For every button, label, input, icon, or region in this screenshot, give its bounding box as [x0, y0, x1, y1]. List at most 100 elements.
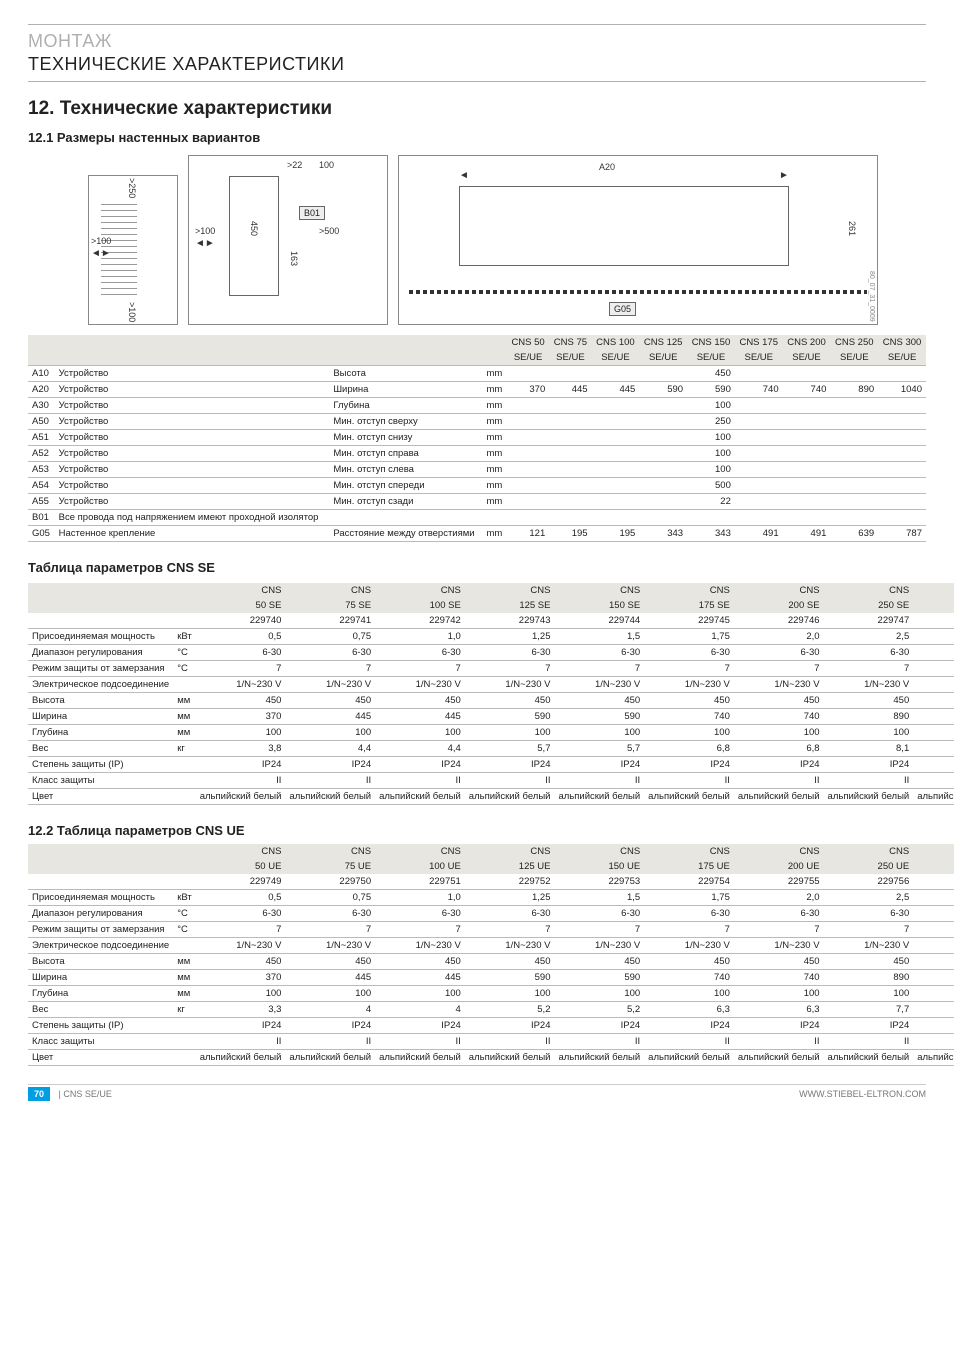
table-cell: 740	[735, 382, 783, 398]
table-cell: Диапазон регулирования	[28, 645, 173, 661]
table-cell: Настенное крепление	[55, 526, 330, 542]
table-cell: 195	[592, 526, 640, 542]
table-cell: II	[285, 1034, 375, 1050]
table-header-cell: 200 SE	[734, 598, 824, 613]
table-cell	[592, 430, 640, 446]
table-header-cell: 229740	[196, 613, 286, 629]
table-cell: 1/N~230 V	[196, 677, 286, 693]
table-cell	[507, 414, 549, 430]
dim-100: 100	[319, 160, 334, 170]
table-cell: 2,0	[734, 890, 824, 906]
table-cell	[639, 462, 687, 478]
table-cell: 450	[644, 693, 734, 709]
table-cell: 450	[824, 693, 914, 709]
table-cell: 100	[687, 430, 735, 446]
table-cell	[173, 773, 196, 789]
table-cell: IP24	[734, 757, 824, 773]
table-cell: Устройство	[55, 478, 330, 494]
table-cell	[878, 398, 926, 414]
table-cell: II	[554, 773, 644, 789]
table-cell: 1/N~230 V	[285, 677, 375, 693]
table-cell: Мин. отступ сзади	[329, 494, 482, 510]
table-header-cell: CNS 100	[592, 335, 640, 350]
table-cell: 450	[913, 954, 954, 970]
table-cell: 370	[196, 970, 286, 986]
table-cell: Цвет	[28, 1050, 173, 1066]
table-header-cell: 229742	[375, 613, 465, 629]
table-cell: 5,2	[465, 1002, 555, 1018]
table-cell: 3,8	[196, 741, 286, 757]
table-header-cell: CNS	[913, 844, 954, 859]
table-cell: mm	[482, 494, 506, 510]
table-header-cell: CNS 250	[830, 335, 878, 350]
table-cell	[830, 430, 878, 446]
table-cell: II	[913, 773, 954, 789]
table-cell	[830, 398, 878, 414]
top-rule	[28, 24, 926, 25]
table-cell: A52	[28, 446, 55, 462]
table-header-cell	[173, 859, 196, 874]
table-cell: II	[554, 1034, 644, 1050]
table-cell: 6-30	[913, 906, 954, 922]
table-cell: II	[644, 773, 734, 789]
table-cell: Мин. отступ снизу	[329, 430, 482, 446]
table-cell: A51	[28, 430, 55, 446]
table-cell	[735, 398, 783, 414]
table-cell	[639, 478, 687, 494]
table-cell	[830, 462, 878, 478]
table-header-cell: CNS 50	[507, 335, 549, 350]
table-cell: альпийский белый	[913, 789, 954, 805]
table-cell	[878, 414, 926, 430]
table-cell: 740	[644, 970, 734, 986]
table-header-cell: 250 UE	[824, 859, 914, 874]
table-cell	[830, 494, 878, 510]
section-head-dark: ТЕХНИЧЕСКИЕ ХАРАКТЕРИСТИКИ	[28, 54, 926, 75]
table-cell: мм	[173, 725, 196, 741]
table-header-cell: SE/UE	[592, 350, 640, 366]
table-cell: IP24	[734, 1018, 824, 1034]
table-cell: 100	[687, 398, 735, 414]
table-cell: IP24	[465, 757, 555, 773]
table-cell: 3,3	[196, 1002, 286, 1018]
table-cell: IP24	[465, 1018, 555, 1034]
table-cell: 2,0	[734, 629, 824, 645]
table-cell: II	[285, 773, 375, 789]
dim-gt100-front: >100	[195, 226, 215, 236]
table-row: Ширинамм3704454455905907407408901040	[28, 709, 954, 725]
table-cell: IP24	[644, 757, 734, 773]
table-header-cell: 229744	[554, 613, 644, 629]
table-header-cell	[173, 844, 196, 859]
table-header-cell: 229741	[285, 613, 375, 629]
table-cell: A50	[28, 414, 55, 430]
table-cell: 7	[734, 661, 824, 677]
table-header-cell: CNS	[465, 583, 555, 598]
table-cell	[735, 510, 783, 526]
table-cell: 5,2	[554, 1002, 644, 1018]
table-cell: 1,0	[375, 890, 465, 906]
table-row: A30УстройствоГлубинаmm100	[28, 398, 926, 414]
table-cell: 450	[554, 693, 644, 709]
table-cell: 121	[507, 526, 549, 542]
table-header-cell: 229749	[196, 874, 286, 890]
table-row: Вескг3,3445,25,26,36,37,78,9	[28, 1002, 954, 1018]
table-cell: 450	[465, 693, 555, 709]
table-cell: 6,3	[644, 1002, 734, 1018]
table-cell: альпийский белый	[734, 789, 824, 805]
table-header-cell: 125 SE	[465, 598, 555, 613]
table-cell: Устройство	[55, 446, 330, 462]
table-cell: 6-30	[554, 906, 644, 922]
table-cell: A30	[28, 398, 55, 414]
table-cell: 1040	[913, 709, 954, 725]
table-cell: 787	[878, 526, 926, 542]
table-cell: 100	[465, 725, 555, 741]
table-header-cell: 229756	[824, 874, 914, 890]
table-cell	[878, 430, 926, 446]
table-cell	[592, 494, 640, 510]
table-cell: Ширина	[329, 382, 482, 398]
footer-left: 70 | CNS SE/UE	[28, 1089, 112, 1099]
table-header-cell: CNS	[913, 583, 954, 598]
table-header-cell: 229754	[644, 874, 734, 890]
table-cell: 890	[824, 709, 914, 725]
table-cell: Расстояние между отверстиями	[329, 526, 482, 542]
table-cell: II	[465, 773, 555, 789]
